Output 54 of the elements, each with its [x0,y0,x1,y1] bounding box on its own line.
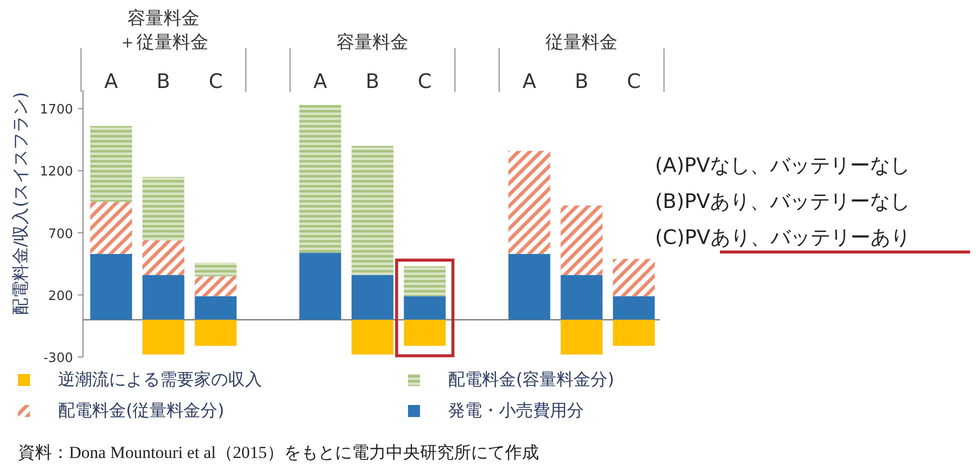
bar [560,275,602,320]
bar [142,176,184,240]
bar [560,205,602,276]
bar [142,275,184,320]
y-tick-label: -300 [43,351,73,366]
bar [404,296,446,320]
x-tick-label: B [366,69,380,93]
x-tick-label: A [104,69,118,93]
bar [194,296,237,320]
bar [90,126,132,202]
y-tick-label: 700 [48,226,73,242]
legend-label: 発電・小売費用分 [448,401,584,421]
bar [194,276,237,296]
bar [352,146,394,276]
y-tick-label: 1200 [40,164,73,180]
bar [142,240,184,276]
bar [299,252,342,320]
legend-label: 配電料金(容量料金分) [448,370,614,390]
y-axis-title: 配電料金/収入(スイスフラン) [11,92,31,315]
annotation: (C)PVあり、バッテリーあり [655,225,910,249]
bar [612,296,655,320]
bar [142,320,184,355]
x-tick-label: A [313,69,328,93]
bar [612,258,655,296]
bar [90,202,132,254]
bar [352,275,394,320]
bar [90,254,132,320]
bar [404,320,446,346]
x-tick-label: C [626,69,641,93]
text: ＋従量料金 [118,32,208,53]
x-tick-label: A [522,69,536,93]
y-tick-label: 1700 [40,102,73,118]
x-tick-label: C [418,69,432,93]
bar [352,320,394,355]
legend-label: 逆潮流による需要家の収入 [58,370,262,390]
bar [299,104,342,253]
annotation: (B)PVあり、バッテリーなし [655,189,910,213]
bar [508,150,550,254]
bar [194,262,237,276]
text: 資料：Dona Mountouri et al（2015）をもとに電力中央研究所にて作成 [18,443,539,462]
text: 容量料金 [127,8,200,29]
bar [404,266,446,296]
text: 従量料金 [546,32,618,53]
bar [560,320,602,355]
annotation: (A)PVなし、バッテリーなし [655,153,910,177]
text: 容量料金 [336,32,408,53]
x-tick-label: C [208,69,223,93]
legend-label: 配電料金(従量料金分) [58,401,224,421]
bar [194,320,237,346]
x-tick-label: B [574,69,588,93]
bar [508,254,550,320]
bar [612,320,655,346]
y-tick-label: 200 [48,288,73,304]
x-tick-label: B [156,69,170,93]
